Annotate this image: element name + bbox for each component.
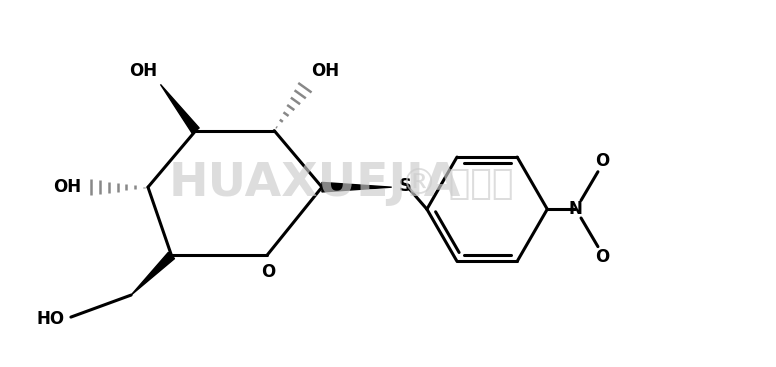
Polygon shape: [322, 182, 392, 192]
Text: OH: OH: [311, 62, 339, 80]
Text: N: N: [568, 200, 582, 218]
Text: HO: HO: [37, 309, 65, 328]
Text: O: O: [262, 262, 275, 281]
Polygon shape: [161, 84, 199, 133]
Text: O: O: [595, 152, 609, 171]
Text: HUAXUEJIA: HUAXUEJIA: [168, 161, 461, 206]
Text: OH: OH: [53, 178, 81, 196]
Text: O: O: [595, 248, 609, 266]
Text: ® 化学加: ® 化学加: [401, 167, 514, 200]
Text: S: S: [399, 177, 412, 196]
Text: OH: OH: [129, 62, 157, 80]
Polygon shape: [131, 252, 175, 295]
